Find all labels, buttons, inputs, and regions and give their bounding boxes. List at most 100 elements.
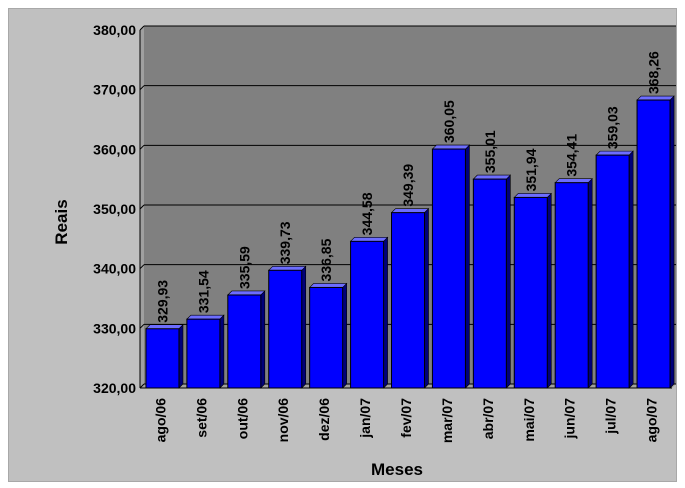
bar-side — [546, 192, 552, 389]
gridline-depth — [139, 383, 145, 389]
y-axis-ticks: 320,00 330,00 340,00 350,00 360,00 370,00 380,… — [93, 22, 136, 396]
bar-front — [350, 240, 385, 389]
x-tick-label: ago/07 — [644, 398, 660, 443]
bar-top — [349, 237, 389, 242]
bar — [513, 192, 552, 389]
bar — [308, 282, 348, 389]
bar — [595, 150, 634, 389]
gridline-depth — [139, 85, 145, 91]
bar — [554, 177, 593, 389]
bar-side — [301, 265, 307, 389]
data-label: 329,93 — [154, 280, 170, 323]
bar — [431, 144, 471, 389]
y-axis-title: Reais — [52, 199, 71, 244]
x-tick-label: jul/07 — [603, 398, 619, 435]
bars — [145, 95, 675, 389]
x-tick-label: mar/07 — [439, 398, 455, 443]
y-tick-label: 370,00 — [93, 82, 136, 98]
bar — [349, 236, 389, 389]
bar-side — [342, 282, 347, 389]
bar-side — [465, 144, 470, 389]
bar-side — [383, 236, 388, 389]
bar-side — [424, 207, 429, 389]
x-tick-label: jan/07 — [357, 398, 373, 439]
bar — [145, 324, 184, 389]
y-tick-label: 380,00 — [93, 22, 136, 38]
gridline-depth — [139, 264, 145, 270]
y-tick-label: 350,00 — [93, 201, 136, 217]
x-tick-label: jun/07 — [562, 398, 578, 440]
bar — [186, 314, 225, 389]
bar-side — [628, 150, 634, 389]
bar-side — [587, 177, 593, 389]
bar-front — [595, 154, 630, 389]
bar-side — [260, 290, 266, 389]
y-tick-label: 360,00 — [93, 141, 136, 157]
bar-top — [145, 324, 184, 330]
bar-front — [186, 318, 221, 389]
bar-front — [554, 182, 589, 389]
bar-top — [227, 290, 266, 296]
bar-front — [227, 294, 262, 389]
data-label: 349,39 — [400, 164, 416, 207]
bar — [472, 174, 512, 389]
bar-top — [595, 150, 634, 156]
bar-front — [391, 212, 425, 389]
y-tick-label: 330,00 — [93, 320, 136, 336]
y-tick-label: 340,00 — [93, 261, 136, 277]
x-axis-ticks: ago/06 set/06 out/06 nov/06 dez/06 jan/07 fev/… — [152, 398, 659, 443]
bar-top — [431, 144, 471, 150]
bar — [268, 265, 307, 389]
data-label: 331,54 — [195, 270, 211, 313]
bar-front — [145, 328, 180, 389]
data-label: 359,03 — [605, 106, 621, 149]
chart-area: 329,93 331,54 335,59 339,73 336,85 344,58 349,… — [8, 8, 677, 482]
bar-top — [268, 265, 307, 271]
bar-top — [636, 95, 675, 101]
bar-front — [636, 99, 671, 389]
bar-top — [554, 178, 593, 183]
data-label: 360,05 — [441, 100, 457, 143]
bar-top — [308, 283, 348, 288]
bar-side — [219, 314, 225, 389]
bar — [227, 290, 266, 389]
bar — [636, 95, 675, 389]
data-label: 355,01 — [482, 130, 498, 173]
bar-top — [472, 174, 512, 180]
bar-front — [431, 148, 466, 389]
x-tick-label: dez/06 — [316, 398, 332, 441]
bar-side — [506, 174, 511, 389]
data-label: 368,26 — [646, 51, 662, 94]
data-label: 336,85 — [318, 238, 334, 281]
bar-front — [309, 286, 344, 389]
x-tick-label: fev/07 — [398, 398, 414, 438]
bar-side — [669, 95, 675, 389]
data-labels: 329,93 331,54 335,59 339,73 336,85 344,58 349,… — [154, 51, 661, 323]
data-label: 335,59 — [236, 246, 252, 289]
bar-top — [513, 193, 552, 198]
bar-front — [513, 196, 548, 389]
gridline-depth — [139, 204, 145, 210]
gridline-depth — [139, 25, 145, 31]
x-axis-title: Meses — [371, 460, 423, 479]
bar-top — [390, 208, 430, 213]
bar-front — [268, 269, 303, 389]
data-label: 354,41 — [564, 134, 580, 177]
gridline-depth — [139, 323, 145, 329]
y-tick-label: 320,00 — [93, 380, 136, 396]
data-label: 344,58 — [359, 192, 375, 235]
x-tick-label: mai/07 — [521, 398, 537, 442]
x-tick-label: out/06 — [234, 398, 250, 439]
bar-top — [186, 314, 225, 320]
x-tick-label: ago/06 — [152, 398, 168, 443]
data-label: 351,94 — [523, 148, 539, 191]
bar — [390, 207, 430, 389]
bar-side — [178, 324, 184, 389]
x-tick-label: set/06 — [193, 398, 209, 438]
gridline-depth — [139, 144, 145, 150]
bar-chart: 329,93 331,54 335,59 339,73 336,85 344,58 349,… — [52, 22, 676, 479]
bar-front — [472, 178, 507, 389]
x-tick-label: nov/06 — [275, 398, 291, 443]
data-label: 339,73 — [277, 221, 293, 264]
x-tick-label: abr/07 — [480, 398, 496, 439]
